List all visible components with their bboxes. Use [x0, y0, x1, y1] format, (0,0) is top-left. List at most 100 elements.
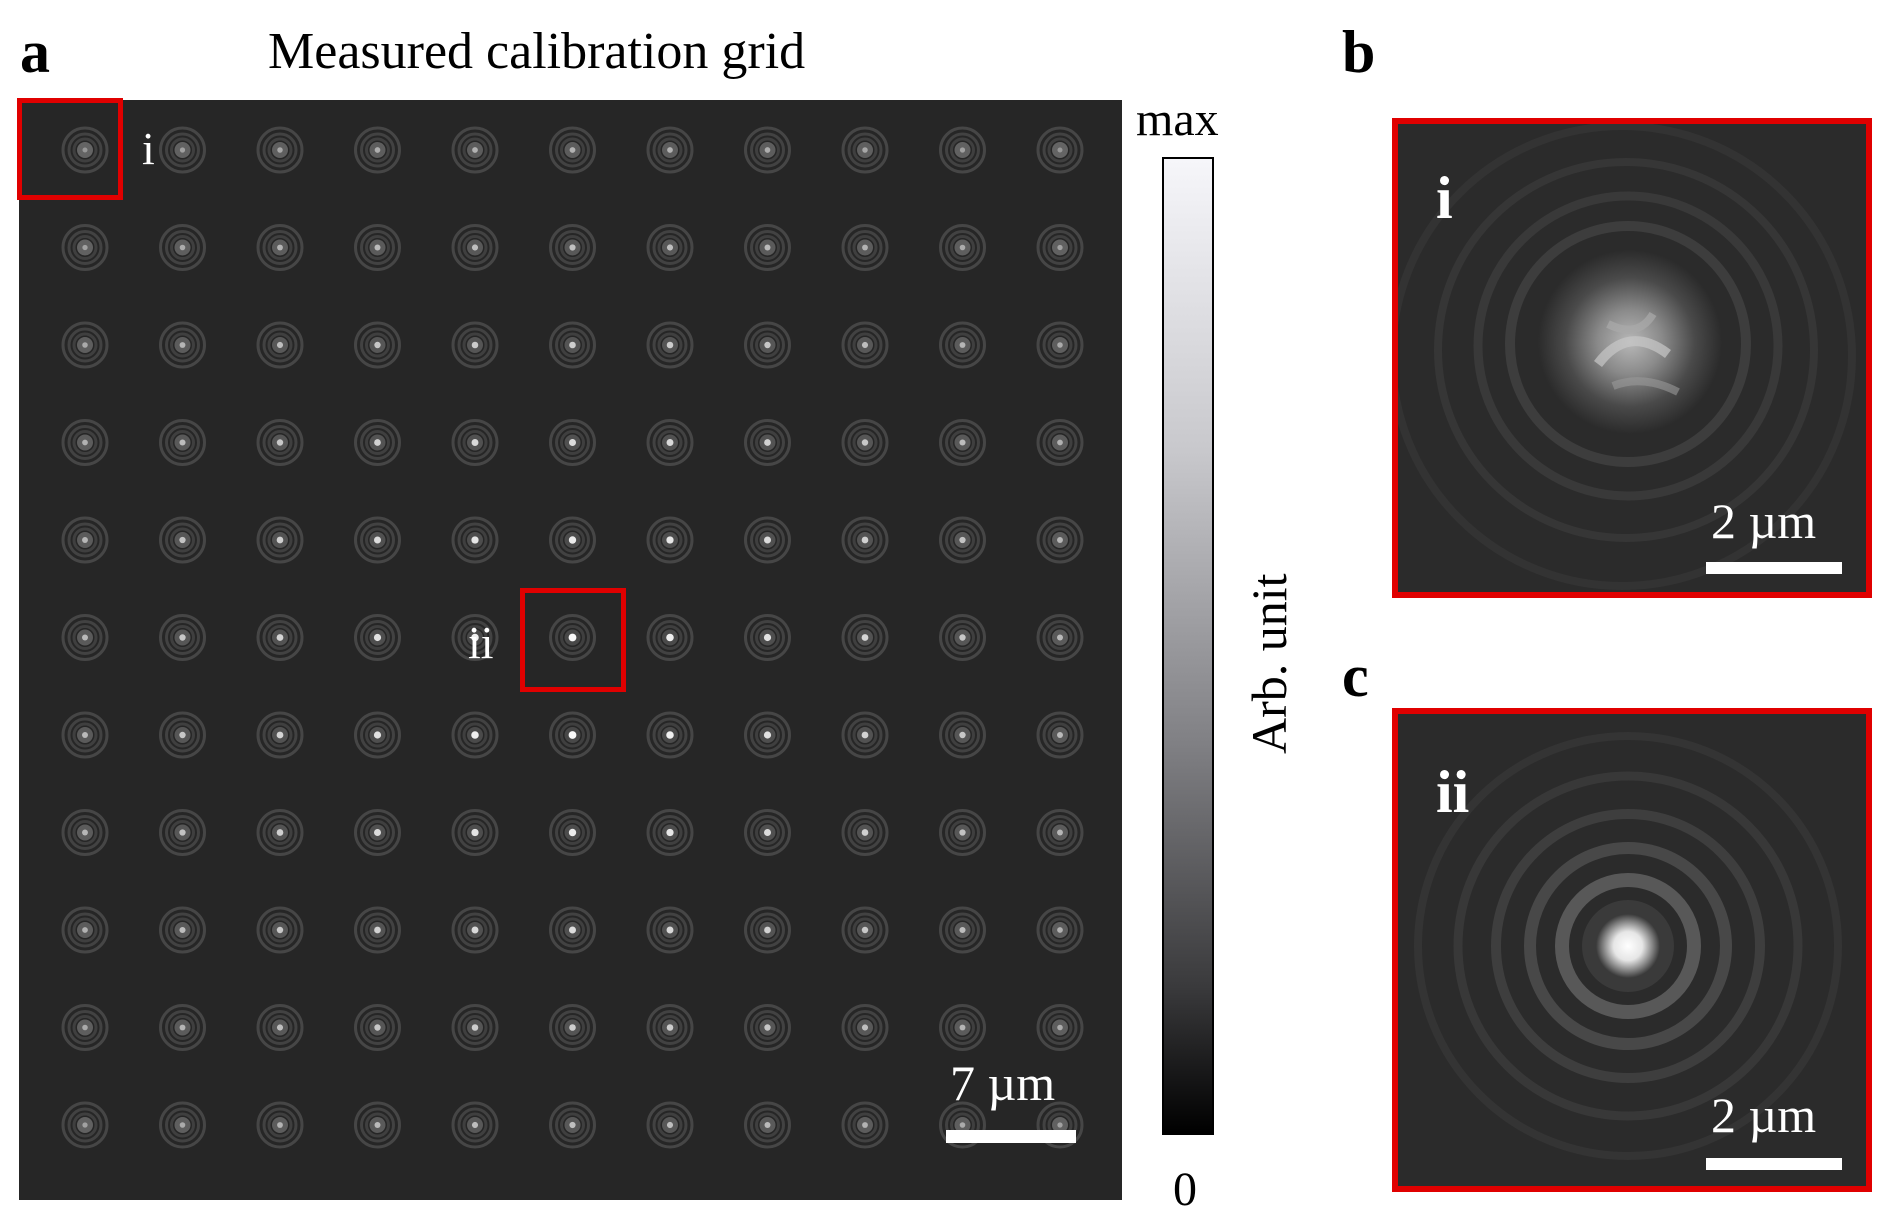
- spot-ring: [61, 711, 109, 759]
- panel-c-letter: c: [1342, 643, 1369, 709]
- spot-ring: [549, 809, 596, 856]
- spot-ring: [462, 430, 488, 455]
- spot-ring: [1036, 516, 1084, 564]
- spot-core: [471, 244, 479, 251]
- spot-ring: [950, 722, 975, 748]
- roi-label-ii: ii: [468, 617, 494, 668]
- spot-ring: [652, 620, 688, 655]
- spot-core: [374, 341, 381, 349]
- spot-ring: [555, 717, 590, 753]
- spot-ring: [560, 137, 585, 163]
- spot-ring: [555, 132, 590, 168]
- spot-ring: [549, 516, 596, 564]
- spot-ring: [1047, 625, 1073, 650]
- spot-ring: [852, 332, 878, 358]
- spot-ring: [61, 419, 109, 466]
- spot-ring: [61, 906, 109, 954]
- panel-a-scale-bar: [946, 1130, 1076, 1143]
- spot-ring: [950, 332, 975, 358]
- calibration-spot: [61, 1004, 109, 1051]
- spot-ring: [847, 230, 883, 265]
- calibration-spot: [939, 614, 986, 661]
- spot-ring: [549, 224, 596, 271]
- spot-ring: [72, 332, 98, 358]
- spot-core: [666, 1121, 674, 1129]
- spot-core: [862, 147, 868, 153]
- roi-box-i: [17, 98, 123, 200]
- spot-ring: [365, 1112, 390, 1138]
- calibration-spot: [159, 809, 206, 856]
- calibration-spot: [1036, 516, 1084, 564]
- spot-ring: [451, 1004, 499, 1051]
- calibration-spot: [549, 126, 596, 174]
- spot-ring: [755, 527, 780, 553]
- spot-ring: [847, 620, 883, 655]
- spot-ring: [457, 620, 493, 655]
- calibration-spot: [256, 809, 304, 856]
- spot-core: [373, 731, 382, 739]
- spot-ring: [1047, 235, 1073, 260]
- colorbar-max-label: max: [1136, 93, 1219, 146]
- spot-ring: [451, 126, 499, 174]
- panel-c-scale-bar: [1706, 1158, 1842, 1170]
- spot-core: [959, 1122, 966, 1128]
- spot-ring: [560, 625, 585, 650]
- spot-ring: [1042, 132, 1078, 168]
- spot-ring: [750, 327, 785, 363]
- spot-ring: [165, 522, 200, 558]
- spot-ring: [457, 522, 493, 558]
- calibration-spot: [841, 711, 889, 759]
- spot-ring: [755, 430, 780, 455]
- calibration-spot: [549, 224, 596, 271]
- calibration-spot: [646, 614, 694, 661]
- calibration-spot: [354, 419, 401, 466]
- spot-ring: [652, 815, 688, 850]
- spot-ring: [360, 912, 395, 948]
- spot-ring: [744, 614, 791, 661]
- spot-ring: [939, 224, 986, 271]
- spot-ring: [744, 516, 791, 564]
- spot-ring: [945, 230, 980, 265]
- calibration-spot: [1036, 809, 1084, 856]
- panel-c-scale-label: 2 µm: [1711, 1087, 1817, 1143]
- spot-ring: [267, 137, 293, 163]
- spot-core: [82, 342, 88, 348]
- spot-ring: [262, 717, 298, 753]
- calibration-spot: [939, 711, 986, 759]
- spot-core: [959, 926, 966, 934]
- spot-ring: [170, 137, 195, 163]
- spot-core: [1057, 439, 1063, 446]
- spot-ring: [841, 224, 889, 271]
- spot-core: [1057, 634, 1063, 641]
- spot-ring: [159, 711, 206, 759]
- spot-ring: [939, 321, 986, 369]
- spot-ring: [262, 1107, 298, 1143]
- calibration-spot: [549, 711, 596, 759]
- spot-ring: [159, 321, 206, 369]
- spot-ring: [852, 820, 878, 845]
- spot-ring: [841, 126, 889, 174]
- spot-core: [277, 1122, 283, 1128]
- spot-ring: [267, 332, 293, 358]
- spot-core: [569, 244, 576, 251]
- spot-ring: [945, 327, 980, 363]
- spot-ring: [657, 625, 683, 650]
- spot-ring: [560, 917, 585, 943]
- spot-ring: [744, 126, 791, 174]
- spot-ring: [72, 137, 98, 163]
- calibration-spot: [159, 224, 206, 271]
- spot-ring: [165, 327, 200, 363]
- spot-ring: [451, 809, 499, 856]
- calibration-spot: [841, 419, 889, 466]
- calibration-spot: [939, 224, 986, 271]
- spot-ring: [852, 1015, 878, 1040]
- spot-ring: [555, 522, 590, 558]
- spot-core: [666, 731, 674, 739]
- spot-ring: [852, 137, 878, 163]
- spot-core: [1057, 244, 1063, 251]
- spot-core: [1057, 1024, 1063, 1031]
- spot-ring: [939, 126, 986, 174]
- spot-core: [861, 1024, 869, 1031]
- spot-ring: [67, 522, 103, 558]
- calibration-spot: [744, 906, 791, 954]
